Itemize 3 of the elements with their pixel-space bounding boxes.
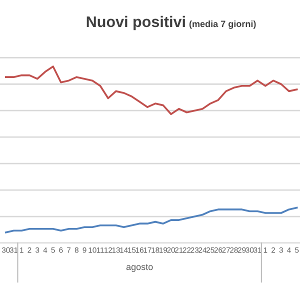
chart-title: Nuovi positivi bbox=[86, 16, 185, 30]
text: agosto bbox=[126, 264, 153, 272]
chart-subtitle: (media 7 giorni) bbox=[189, 20, 256, 29]
